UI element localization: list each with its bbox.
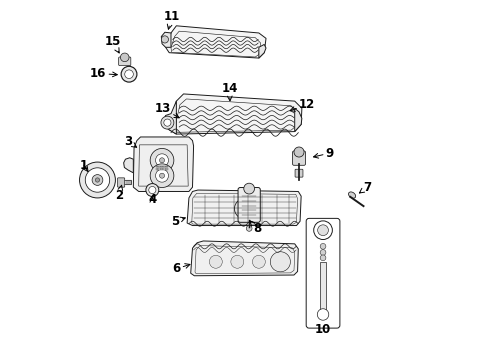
Bar: [163, 166, 165, 167]
Text: 14: 14: [221, 82, 237, 101]
Circle shape: [159, 158, 164, 163]
Polygon shape: [190, 241, 298, 276]
Bar: [165, 168, 168, 170]
Polygon shape: [174, 99, 296, 132]
Circle shape: [239, 203, 249, 214]
Text: 4: 4: [148, 193, 156, 206]
FancyBboxPatch shape: [117, 178, 124, 187]
FancyBboxPatch shape: [238, 188, 260, 222]
FancyBboxPatch shape: [305, 219, 339, 328]
Bar: [160, 166, 163, 167]
Polygon shape: [258, 44, 265, 58]
Circle shape: [161, 116, 174, 129]
Text: 6: 6: [172, 262, 189, 275]
Text: 16: 16: [90, 67, 117, 80]
Circle shape: [317, 225, 328, 235]
Text: 2: 2: [115, 185, 123, 202]
Text: 10: 10: [314, 323, 330, 336]
Polygon shape: [123, 158, 133, 173]
Polygon shape: [294, 108, 301, 132]
Circle shape: [246, 226, 251, 231]
FancyBboxPatch shape: [294, 169, 303, 177]
Circle shape: [273, 255, 286, 268]
Text: 13: 13: [154, 102, 179, 118]
Bar: [160, 168, 163, 170]
Ellipse shape: [348, 192, 355, 198]
Circle shape: [230, 255, 244, 268]
Circle shape: [155, 169, 168, 182]
Circle shape: [159, 173, 164, 178]
Circle shape: [124, 70, 133, 78]
Circle shape: [320, 243, 325, 249]
Circle shape: [155, 154, 168, 167]
Text: 8: 8: [249, 221, 261, 235]
Circle shape: [95, 178, 100, 182]
Circle shape: [320, 249, 325, 255]
Polygon shape: [165, 26, 265, 58]
Polygon shape: [187, 190, 301, 226]
Circle shape: [252, 255, 265, 268]
Text: 12: 12: [289, 98, 315, 111]
Polygon shape: [163, 101, 176, 134]
Circle shape: [244, 183, 254, 194]
Bar: [158, 168, 160, 170]
Text: 11: 11: [163, 10, 180, 29]
Circle shape: [313, 221, 332, 239]
Circle shape: [320, 255, 325, 261]
Circle shape: [150, 148, 174, 172]
Text: 7: 7: [359, 181, 371, 194]
Polygon shape: [191, 193, 297, 224]
Circle shape: [317, 309, 328, 320]
Circle shape: [150, 164, 174, 188]
Circle shape: [121, 66, 137, 82]
Polygon shape: [171, 31, 260, 57]
Bar: [155, 166, 158, 167]
Circle shape: [234, 199, 254, 219]
Bar: [158, 166, 160, 167]
FancyBboxPatch shape: [119, 57, 131, 66]
Circle shape: [161, 36, 168, 43]
Circle shape: [163, 119, 171, 126]
Bar: [319, 262, 325, 318]
Circle shape: [120, 53, 129, 62]
Polygon shape: [195, 246, 294, 274]
Polygon shape: [169, 94, 301, 134]
Circle shape: [92, 175, 102, 185]
Circle shape: [209, 255, 222, 268]
Circle shape: [293, 147, 304, 157]
Text: 9: 9: [313, 147, 333, 159]
Bar: [118, 180, 131, 184]
Text: 5: 5: [171, 215, 185, 228]
Bar: [163, 168, 165, 170]
Text: 15: 15: [104, 35, 121, 53]
Text: 3: 3: [123, 135, 136, 148]
Text: 1: 1: [80, 159, 88, 172]
Bar: [155, 168, 158, 170]
Polygon shape: [133, 137, 193, 192]
Circle shape: [270, 252, 290, 272]
Polygon shape: [139, 145, 188, 186]
FancyBboxPatch shape: [292, 151, 305, 165]
Circle shape: [80, 162, 115, 198]
Circle shape: [145, 184, 159, 197]
Circle shape: [85, 168, 109, 192]
Bar: [165, 166, 168, 167]
Circle shape: [148, 186, 156, 194]
Polygon shape: [161, 32, 171, 47]
